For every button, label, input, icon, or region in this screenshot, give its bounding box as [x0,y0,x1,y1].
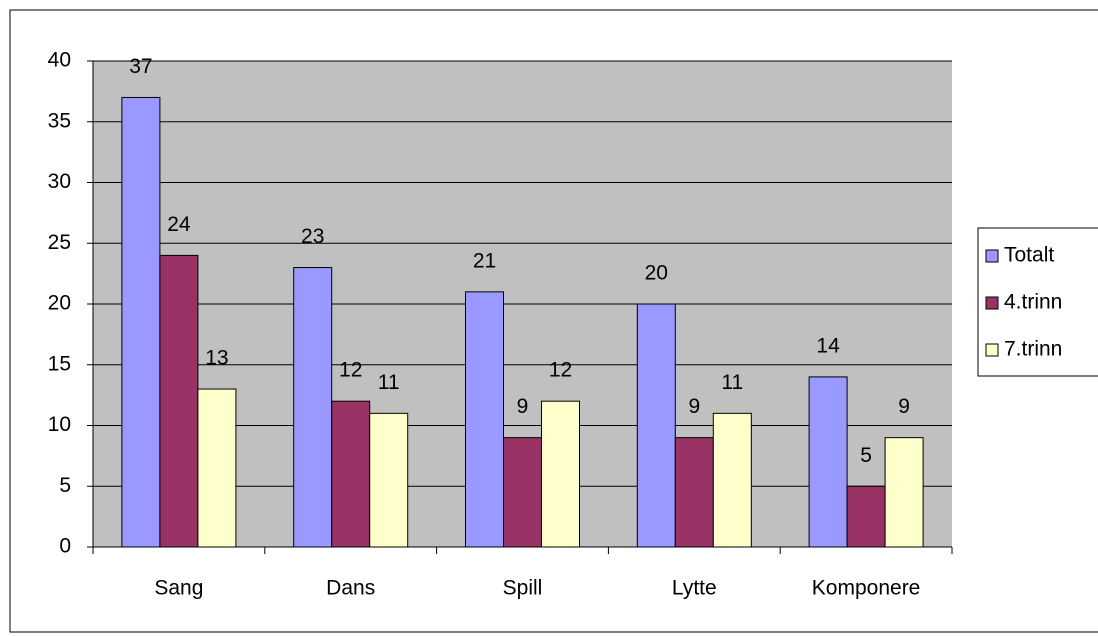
y-tick-label: 25 [48,231,71,254]
legend-swatch [985,296,999,310]
value-label: 11 [721,371,743,394]
value-label: 12 [339,359,362,382]
value-label: 12 [549,359,572,382]
x-tick-label: Sang [154,577,203,600]
bar [159,254,199,548]
bar [369,412,409,548]
value-label: 5 [860,444,872,467]
x-tick-label: Dans [326,577,375,600]
y-tick-label: 35 [48,109,71,132]
value-label: 13 [205,347,228,370]
y-tick-label: 0 [59,535,71,558]
bar [712,412,752,548]
bar [503,437,542,548]
bar [884,437,924,548]
y-tick-label: 5 [59,474,71,497]
bar [331,400,371,548]
bar [293,267,333,548]
y-tick-label: 15 [48,352,71,375]
value-label: 9 [517,395,529,418]
value-label: 9 [898,395,910,418]
bar [121,96,161,548]
x-tick-label: Spill [503,577,543,600]
y-tick-label: 30 [48,170,71,193]
value-label: 14 [816,334,840,357]
x-tick-label: Komponere [812,577,921,600]
value-label: 9 [688,395,700,418]
y-tick-label: 20 [48,292,71,315]
legend-label: 7.trinn [1004,338,1062,361]
value-label: 21 [473,249,496,272]
bar [808,376,848,548]
bar [674,437,714,548]
value-label: 23 [301,225,324,248]
value-label: 20 [645,262,668,285]
bars [121,96,924,548]
value-label: 24 [167,213,191,236]
bar [846,485,886,548]
x-tick-label: Lytte [672,577,717,600]
bar [197,388,237,548]
value-label: 37 [129,55,152,78]
value-label: 11 [378,371,400,394]
bar [465,291,504,548]
legend-swatch [985,343,999,357]
bar [541,400,580,548]
legend-swatch [985,249,999,263]
y-tick-label: 40 [48,49,71,72]
legend-label: Totalt [1004,244,1054,267]
legend-label: 4.trinn [1004,291,1062,314]
y-tick-label: 10 [48,413,71,436]
bar [636,303,676,548]
